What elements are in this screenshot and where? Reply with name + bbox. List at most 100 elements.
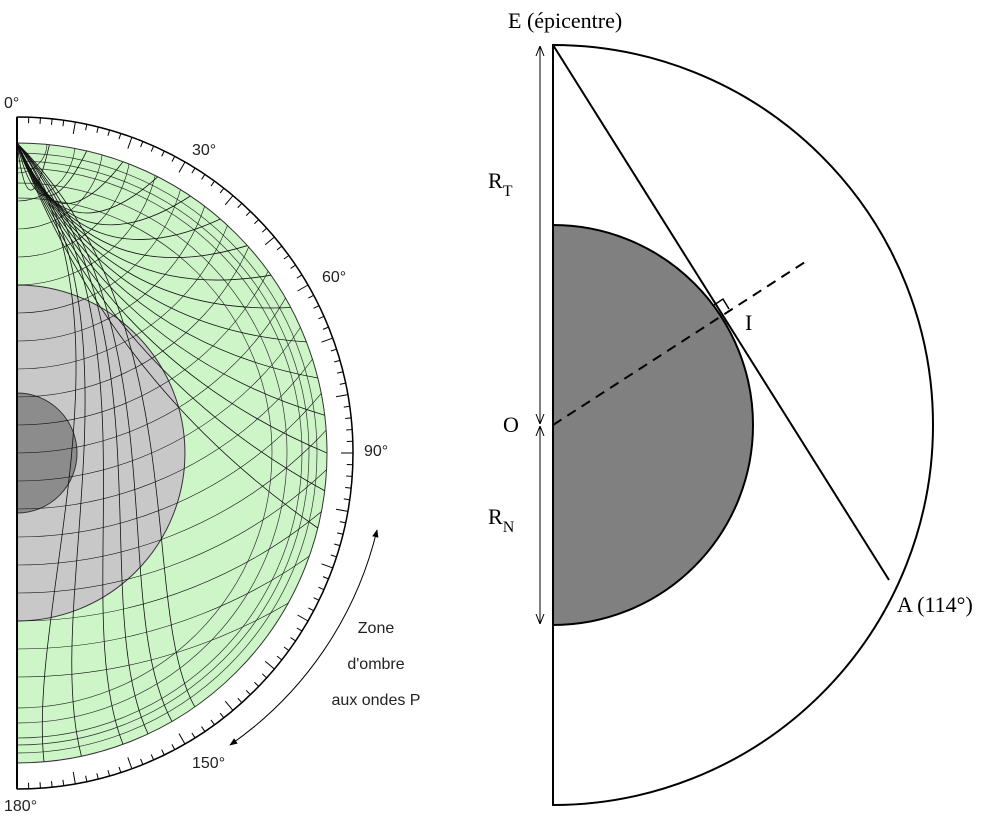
scale-tick (50, 781, 53, 788)
angle-label: 90° (364, 443, 388, 460)
tangent-label: I (745, 310, 752, 335)
scale-tick (219, 712, 225, 719)
scale-tick (297, 284, 309, 292)
scale-tick (264, 236, 275, 246)
angle-label: 60° (322, 269, 346, 286)
ray (17, 143, 319, 529)
scale-tick (345, 486, 352, 489)
scale-tick (339, 382, 346, 385)
angle-label: 150° (192, 755, 225, 772)
scale-tick (254, 219, 260, 225)
scale-tick (62, 120, 65, 127)
zone-text: Zone (358, 620, 395, 637)
ray (17, 143, 325, 416)
scale-tick (171, 156, 176, 162)
core (552, 223, 754, 627)
rn-label: RN (488, 504, 515, 536)
ray (17, 143, 272, 281)
layer (16, 160, 310, 746)
scale-tick (96, 126, 99, 133)
rays (17, 143, 327, 762)
scale-tick (210, 719, 215, 726)
layer (16, 167, 303, 739)
scale-tick (201, 174, 206, 180)
scale-tick (283, 255, 290, 260)
ray (17, 143, 327, 454)
angle-label: 180° (4, 798, 37, 815)
scale-tick (335, 508, 348, 512)
ray (17, 143, 124, 745)
angle-label: 0° (4, 95, 19, 112)
scale-tick (107, 129, 111, 136)
scale-tick (171, 744, 176, 750)
scale-tick (191, 167, 196, 174)
shadow-zone-arrow (229, 529, 379, 746)
scale-tick (85, 124, 88, 131)
ray (17, 143, 307, 343)
scale-tick (96, 773, 99, 780)
scale-tick (343, 498, 350, 501)
scale-tick (345, 417, 352, 420)
scale-tick (322, 326, 329, 330)
layer (16, 197, 273, 709)
scale-tick (127, 137, 133, 149)
ray (17, 143, 50, 191)
ray (17, 143, 77, 762)
scale-tick (245, 210, 251, 216)
scale-tick (321, 337, 333, 343)
rn-main: R (488, 504, 503, 529)
rt-label: RT (488, 168, 513, 200)
center-label: O (503, 412, 519, 437)
scale-tick (201, 726, 206, 732)
geometry-diagram: E (épicentre) RT O RN I A (114°) (488, 8, 973, 807)
scale-tick (107, 770, 111, 777)
layer (16, 152, 318, 754)
scale-tick (178, 161, 186, 173)
scale-tick (127, 757, 133, 769)
scale-tick (337, 371, 344, 374)
scale-tick (150, 754, 155, 761)
scale-tick (85, 775, 88, 782)
ray (17, 143, 149, 735)
station-label: A (114°) (897, 592, 973, 617)
seismic-rays-diagram: 0° 30° 60° 90° 150° 180° Zone d'ombre au… (4, 95, 420, 815)
zone-text: d'ombre (347, 656, 404, 673)
scale-tick (140, 758, 144, 765)
scale-tick (191, 732, 196, 739)
scale-tick (178, 733, 186, 745)
outer-core (16, 284, 186, 622)
rt-sub: T (503, 183, 513, 200)
scale-tick (296, 274, 303, 279)
scale-tick (161, 150, 165, 157)
scale-tick (219, 187, 225, 194)
rn-sub: N (503, 519, 515, 536)
ray-EA (552, 44, 890, 581)
scale-tick (237, 202, 243, 209)
right-angle (713, 297, 730, 310)
scale-tick (210, 180, 215, 187)
epicenter-label: E (épicentre) (508, 8, 622, 33)
scale-tick (334, 359, 341, 363)
scale-tick (72, 771, 76, 784)
scale-tick (313, 305, 320, 309)
scale-tick (343, 405, 350, 408)
scale-tick (118, 766, 122, 773)
ray (17, 143, 86, 757)
ray (17, 143, 291, 309)
ray (17, 143, 196, 708)
layer-lines (16, 152, 318, 754)
scale-tick (308, 294, 314, 299)
scale-tick (318, 315, 325, 320)
scale-tick (261, 227, 268, 233)
angle-label: 30° (192, 142, 216, 159)
scale-tick (276, 245, 283, 251)
scale-tick (50, 118, 53, 125)
scale-tick (140, 141, 144, 148)
layer (16, 182, 288, 724)
scale-tick (62, 779, 65, 786)
rt-main: R (488, 168, 503, 193)
ray (17, 143, 173, 722)
scale-tick (224, 195, 234, 206)
scale-tick (150, 145, 155, 152)
